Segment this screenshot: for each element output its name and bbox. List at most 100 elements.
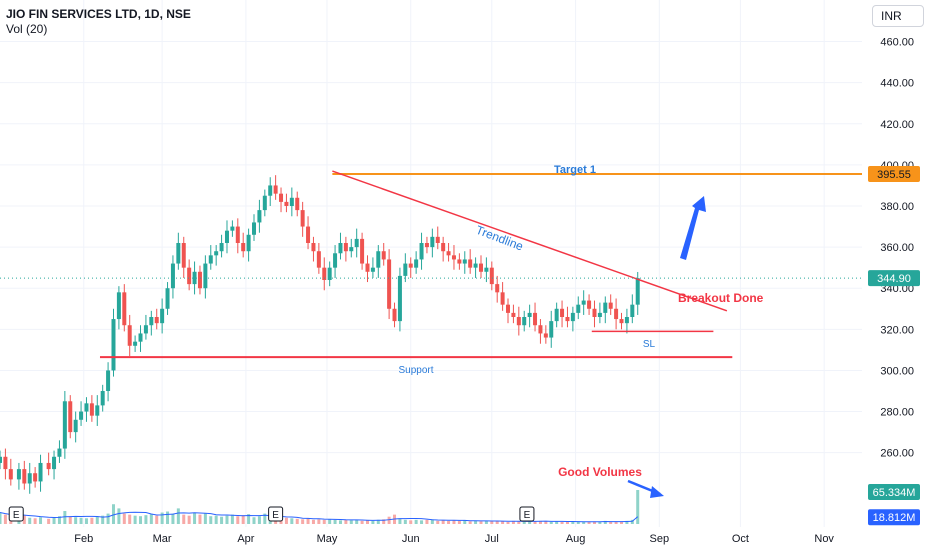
volume-bar[interactable] [609, 521, 613, 524]
volume-bar[interactable] [317, 519, 321, 524]
candle[interactable] [478, 263, 483, 272]
volume-bar[interactable] [236, 516, 240, 524]
volume-bar[interactable] [490, 521, 494, 524]
volume-bar[interactable] [139, 516, 143, 524]
volume-bar[interactable] [166, 511, 170, 524]
volume-bar[interactable] [290, 518, 294, 524]
candle[interactable] [89, 403, 94, 416]
candle[interactable] [381, 251, 386, 260]
volume-bar[interactable] [252, 517, 256, 524]
volume-bar[interactable] [322, 519, 326, 524]
volume-bar[interactable] [230, 514, 234, 524]
candle[interactable] [279, 193, 284, 202]
volume-bar[interactable] [506, 521, 510, 524]
volume-bar[interactable] [630, 519, 634, 524]
volume-bar[interactable] [517, 521, 521, 524]
volume-bar[interactable] [198, 514, 202, 524]
candle[interactable] [203, 263, 208, 289]
candle[interactable] [127, 325, 132, 346]
volume-bar[interactable] [187, 515, 191, 524]
candle[interactable] [549, 321, 554, 338]
volume-bar[interactable] [533, 521, 537, 524]
volume-bar[interactable] [447, 520, 451, 524]
candle[interactable] [84, 403, 89, 412]
candle[interactable] [100, 391, 105, 406]
candle[interactable] [33, 473, 38, 482]
volume-bar[interactable] [355, 519, 359, 524]
volume-bar[interactable] [106, 513, 110, 524]
candle[interactable] [424, 243, 429, 248]
candle[interactable] [603, 302, 608, 313]
volume-bar[interactable] [501, 521, 505, 524]
volume-bar[interactable] [414, 519, 418, 524]
candle[interactable] [0, 456, 2, 463]
volume-bar[interactable] [463, 520, 467, 524]
volume-bar[interactable] [247, 514, 251, 524]
candle[interactable] [587, 300, 592, 309]
candle[interactable] [484, 267, 489, 272]
candle[interactable] [214, 251, 219, 256]
volume-bar[interactable] [95, 516, 99, 524]
candle[interactable] [22, 469, 27, 484]
candle[interactable] [106, 370, 111, 391]
volume-bar[interactable] [311, 519, 315, 524]
candle[interactable] [57, 448, 62, 457]
volume-bar[interactable] [176, 508, 180, 524]
candle[interactable] [343, 243, 348, 252]
candle[interactable] [16, 469, 21, 480]
candle[interactable] [306, 226, 311, 243]
candle[interactable] [176, 243, 181, 264]
candle[interactable] [495, 284, 500, 293]
candle[interactable] [527, 312, 532, 317]
candle[interactable] [387, 259, 392, 309]
candle[interactable] [111, 319, 116, 371]
volume-bar[interactable] [28, 517, 32, 524]
volume-bar[interactable] [452, 520, 456, 524]
volume-bar[interactable] [39, 517, 43, 524]
candle[interactable] [257, 210, 262, 223]
candle[interactable] [473, 263, 478, 268]
candle[interactable] [322, 267, 327, 280]
earnings-marker[interactable] [519, 506, 535, 522]
volume-bar[interactable] [571, 521, 575, 524]
volume-bar[interactable] [295, 518, 299, 524]
volume-bar[interactable] [441, 520, 445, 524]
volume-bar[interactable] [636, 490, 640, 524]
candle[interactable] [138, 333, 143, 342]
volume-bar[interactable] [522, 521, 526, 524]
candle[interactable] [295, 197, 300, 211]
volume-bar[interactable] [117, 508, 121, 524]
volume-bar[interactable] [84, 518, 88, 524]
volume-bar[interactable] [220, 516, 224, 524]
candle[interactable] [457, 259, 462, 264]
candle[interactable] [62, 401, 67, 449]
volume-bar[interactable] [403, 519, 407, 524]
volume-bar[interactable] [398, 518, 402, 524]
candle[interactable] [354, 238, 359, 248]
volume-bar[interactable] [22, 515, 26, 524]
candle[interactable] [543, 333, 548, 338]
volume-bar[interactable] [565, 521, 569, 524]
volume-bar[interactable] [544, 521, 548, 524]
candle[interactable] [73, 419, 78, 433]
volume-bar[interactable] [79, 517, 83, 524]
candle[interactable] [154, 317, 159, 324]
candle[interactable] [300, 210, 305, 227]
candle[interactable] [160, 308, 165, 324]
volume-bar[interactable] [3, 514, 7, 524]
candle[interactable] [230, 226, 235, 231]
candle[interactable] [338, 243, 343, 254]
volume-bar[interactable] [603, 520, 607, 524]
candle[interactable] [192, 271, 197, 285]
volume-bar[interactable] [90, 517, 94, 524]
volume-bar[interactable] [263, 513, 267, 524]
volume-bar[interactable] [301, 519, 305, 524]
volume-bar[interactable] [214, 515, 218, 524]
volume-bar[interactable] [149, 514, 153, 524]
candle[interactable] [435, 236, 440, 243]
candle[interactable] [349, 247, 354, 252]
candle[interactable] [489, 267, 494, 285]
volume-bar[interactable] [122, 513, 126, 524]
trendline[interactable] [332, 170, 728, 312]
volume-bar[interactable] [203, 513, 207, 524]
